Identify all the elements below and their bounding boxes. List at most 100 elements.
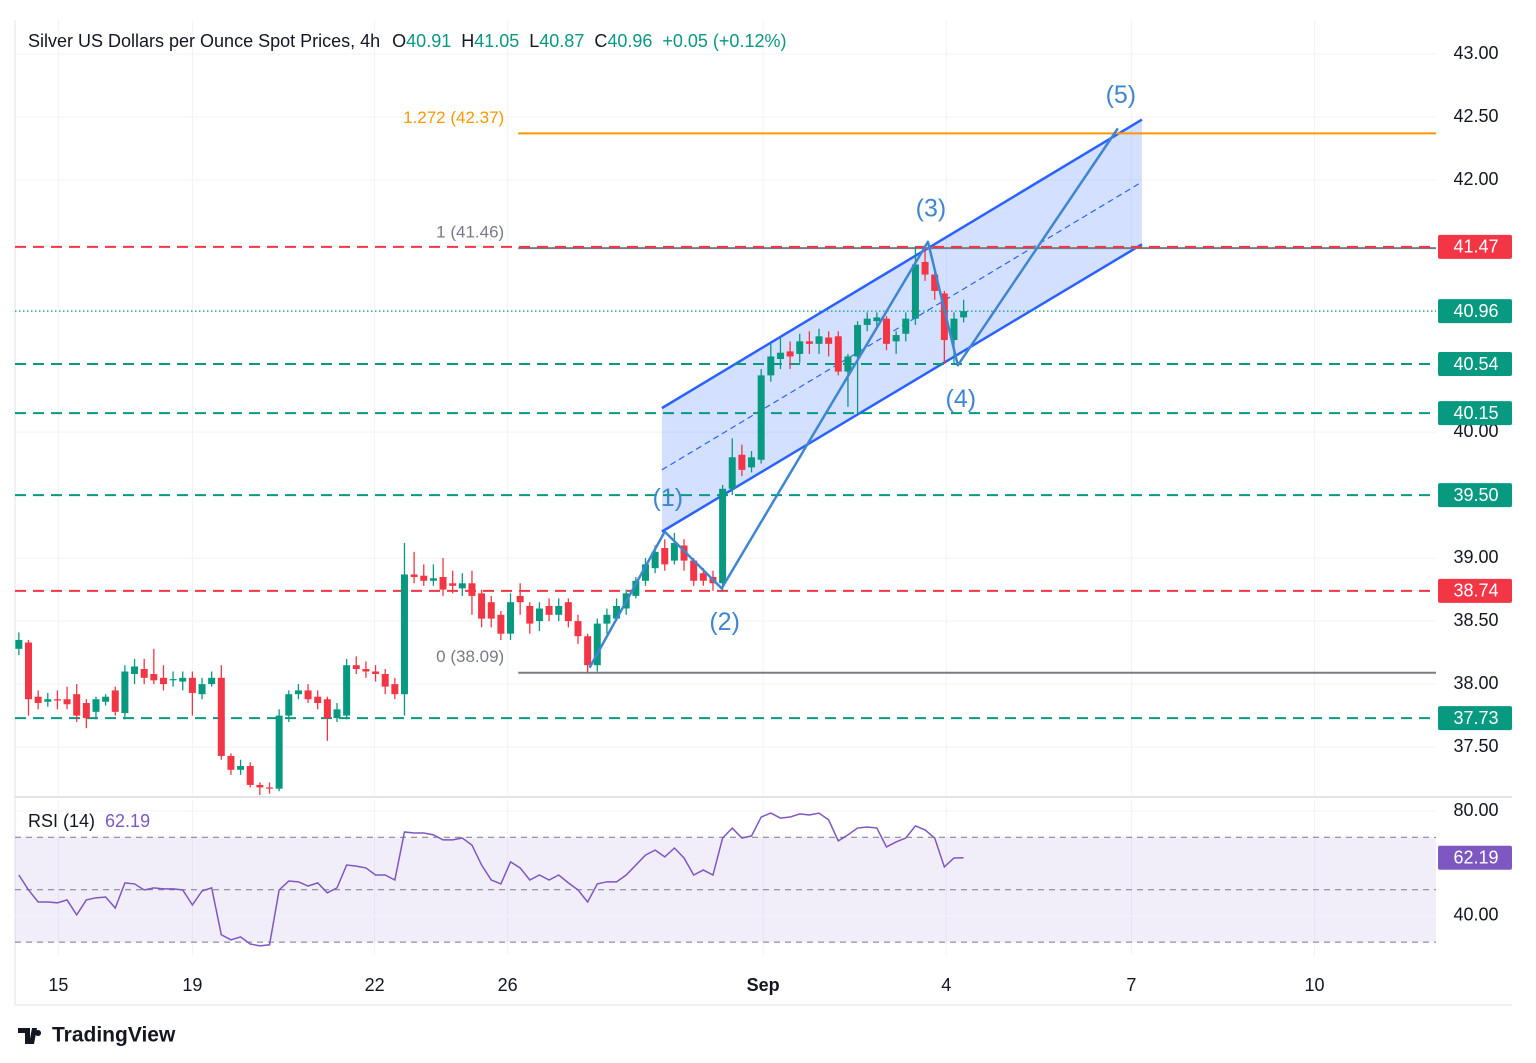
last-price-label: 40.96 [1453, 301, 1498, 321]
candle-body [140, 668, 148, 678]
candle-body [102, 696, 110, 702]
channel-median [661, 181, 1143, 471]
candle-body [82, 703, 90, 719]
candle-body [227, 755, 235, 770]
candle-body [246, 766, 254, 785]
header-ohlc-value: 40.91 [406, 31, 451, 51]
candle-body [767, 356, 775, 376]
candle-body [574, 621, 582, 637]
candle-body [526, 605, 534, 624]
level-label: 38.74 [1453, 581, 1498, 601]
candle-body [690, 560, 698, 581]
candle-body [34, 696, 42, 704]
y-tick-label: 42.00 [1453, 169, 1498, 189]
candle-body [468, 583, 476, 596]
candle-body [940, 293, 948, 341]
candle-body [593, 623, 601, 666]
candle-body [487, 602, 495, 619]
header-ohlc-key: O [392, 31, 406, 51]
candle-body [564, 602, 572, 622]
candle-body [266, 787, 274, 789]
candle-body [198, 684, 206, 695]
candle-body [786, 351, 794, 357]
rsi-value-box [1438, 845, 1512, 870]
candle-body [641, 564, 649, 581]
candle-body [44, 699, 52, 702]
candle-body [651, 551, 659, 569]
x-tick-label: 19 [182, 975, 202, 995]
last-price-box [1438, 299, 1512, 324]
candle-body [507, 602, 515, 634]
wave-label: (3) [916, 194, 947, 222]
candle-body [352, 665, 360, 669]
candle-body [24, 642, 32, 700]
logo-text: TradingView [52, 1024, 176, 1047]
candle-body [603, 614, 611, 624]
candle-body [150, 674, 158, 681]
candle-body [92, 699, 100, 712]
x-tick-label: 10 [1305, 975, 1325, 995]
level-box [1438, 234, 1512, 259]
candle-body [805, 341, 813, 344]
rsi-title: RSI (14) [28, 811, 95, 831]
rsi-current: 62.19 [105, 811, 150, 831]
level-box [1438, 706, 1512, 731]
level-label: 40.15 [1453, 403, 1498, 423]
candle-body [632, 580, 640, 596]
level-box [1438, 578, 1512, 603]
fib-label: 1 (41.46) [436, 223, 504, 242]
candle-body [960, 311, 968, 318]
wave-label: (5) [1106, 81, 1137, 109]
wave-label: (2) [709, 608, 740, 636]
logo: TradingView [18, 1024, 176, 1047]
candle-body [188, 677, 196, 693]
candle-body [661, 548, 669, 565]
header-ohlc-value: 40.87 [539, 31, 584, 51]
candle-body [776, 352, 784, 359]
wave-label: (4) [946, 385, 977, 413]
candle-body [825, 337, 833, 344]
candle-body [294, 690, 302, 695]
candle-body [584, 636, 592, 666]
y-tick-label: 42.50 [1453, 106, 1498, 126]
y-tick-label: 37.50 [1453, 736, 1498, 756]
candle-body [420, 575, 428, 581]
candle-body [670, 542, 678, 561]
level-label: 41.47 [1453, 237, 1498, 257]
rsi-value-label: 62.19 [1453, 847, 1498, 867]
candle-body [333, 709, 341, 719]
candle-body [728, 457, 736, 489]
candle-body [439, 576, 447, 590]
y-tick-label: 38.50 [1453, 610, 1498, 630]
candle-body [121, 671, 129, 714]
candle-body [400, 574, 408, 695]
candle-body [285, 694, 293, 716]
candle-body [497, 614, 505, 634]
candle-body [873, 317, 881, 322]
x-tick-label: 4 [941, 975, 951, 995]
header-ohlc-key: C [594, 31, 607, 51]
header-ohlc-key: H [461, 31, 474, 51]
candle-body [256, 784, 264, 788]
candle-body [372, 671, 380, 675]
candle-body [748, 457, 756, 468]
level-label: 37.73 [1453, 708, 1498, 728]
candle-body [217, 677, 225, 756]
candle-body [892, 335, 900, 342]
candle-body [111, 690, 119, 712]
candle-body [950, 318, 958, 341]
candle-body [854, 324, 862, 357]
candle-body [131, 666, 139, 675]
header-ohlc-value: 40.96 [607, 31, 652, 51]
header-title: Silver US Dollars per Ounce Spot Prices,… [28, 31, 380, 51]
candle-body [555, 605, 563, 615]
candle-body [391, 684, 399, 695]
candle-body [304, 690, 312, 700]
candle-body [410, 574, 418, 577]
candle-body [314, 696, 322, 704]
candle-body [757, 375, 765, 460]
level-box [1438, 483, 1512, 508]
candle-body [834, 336, 842, 372]
